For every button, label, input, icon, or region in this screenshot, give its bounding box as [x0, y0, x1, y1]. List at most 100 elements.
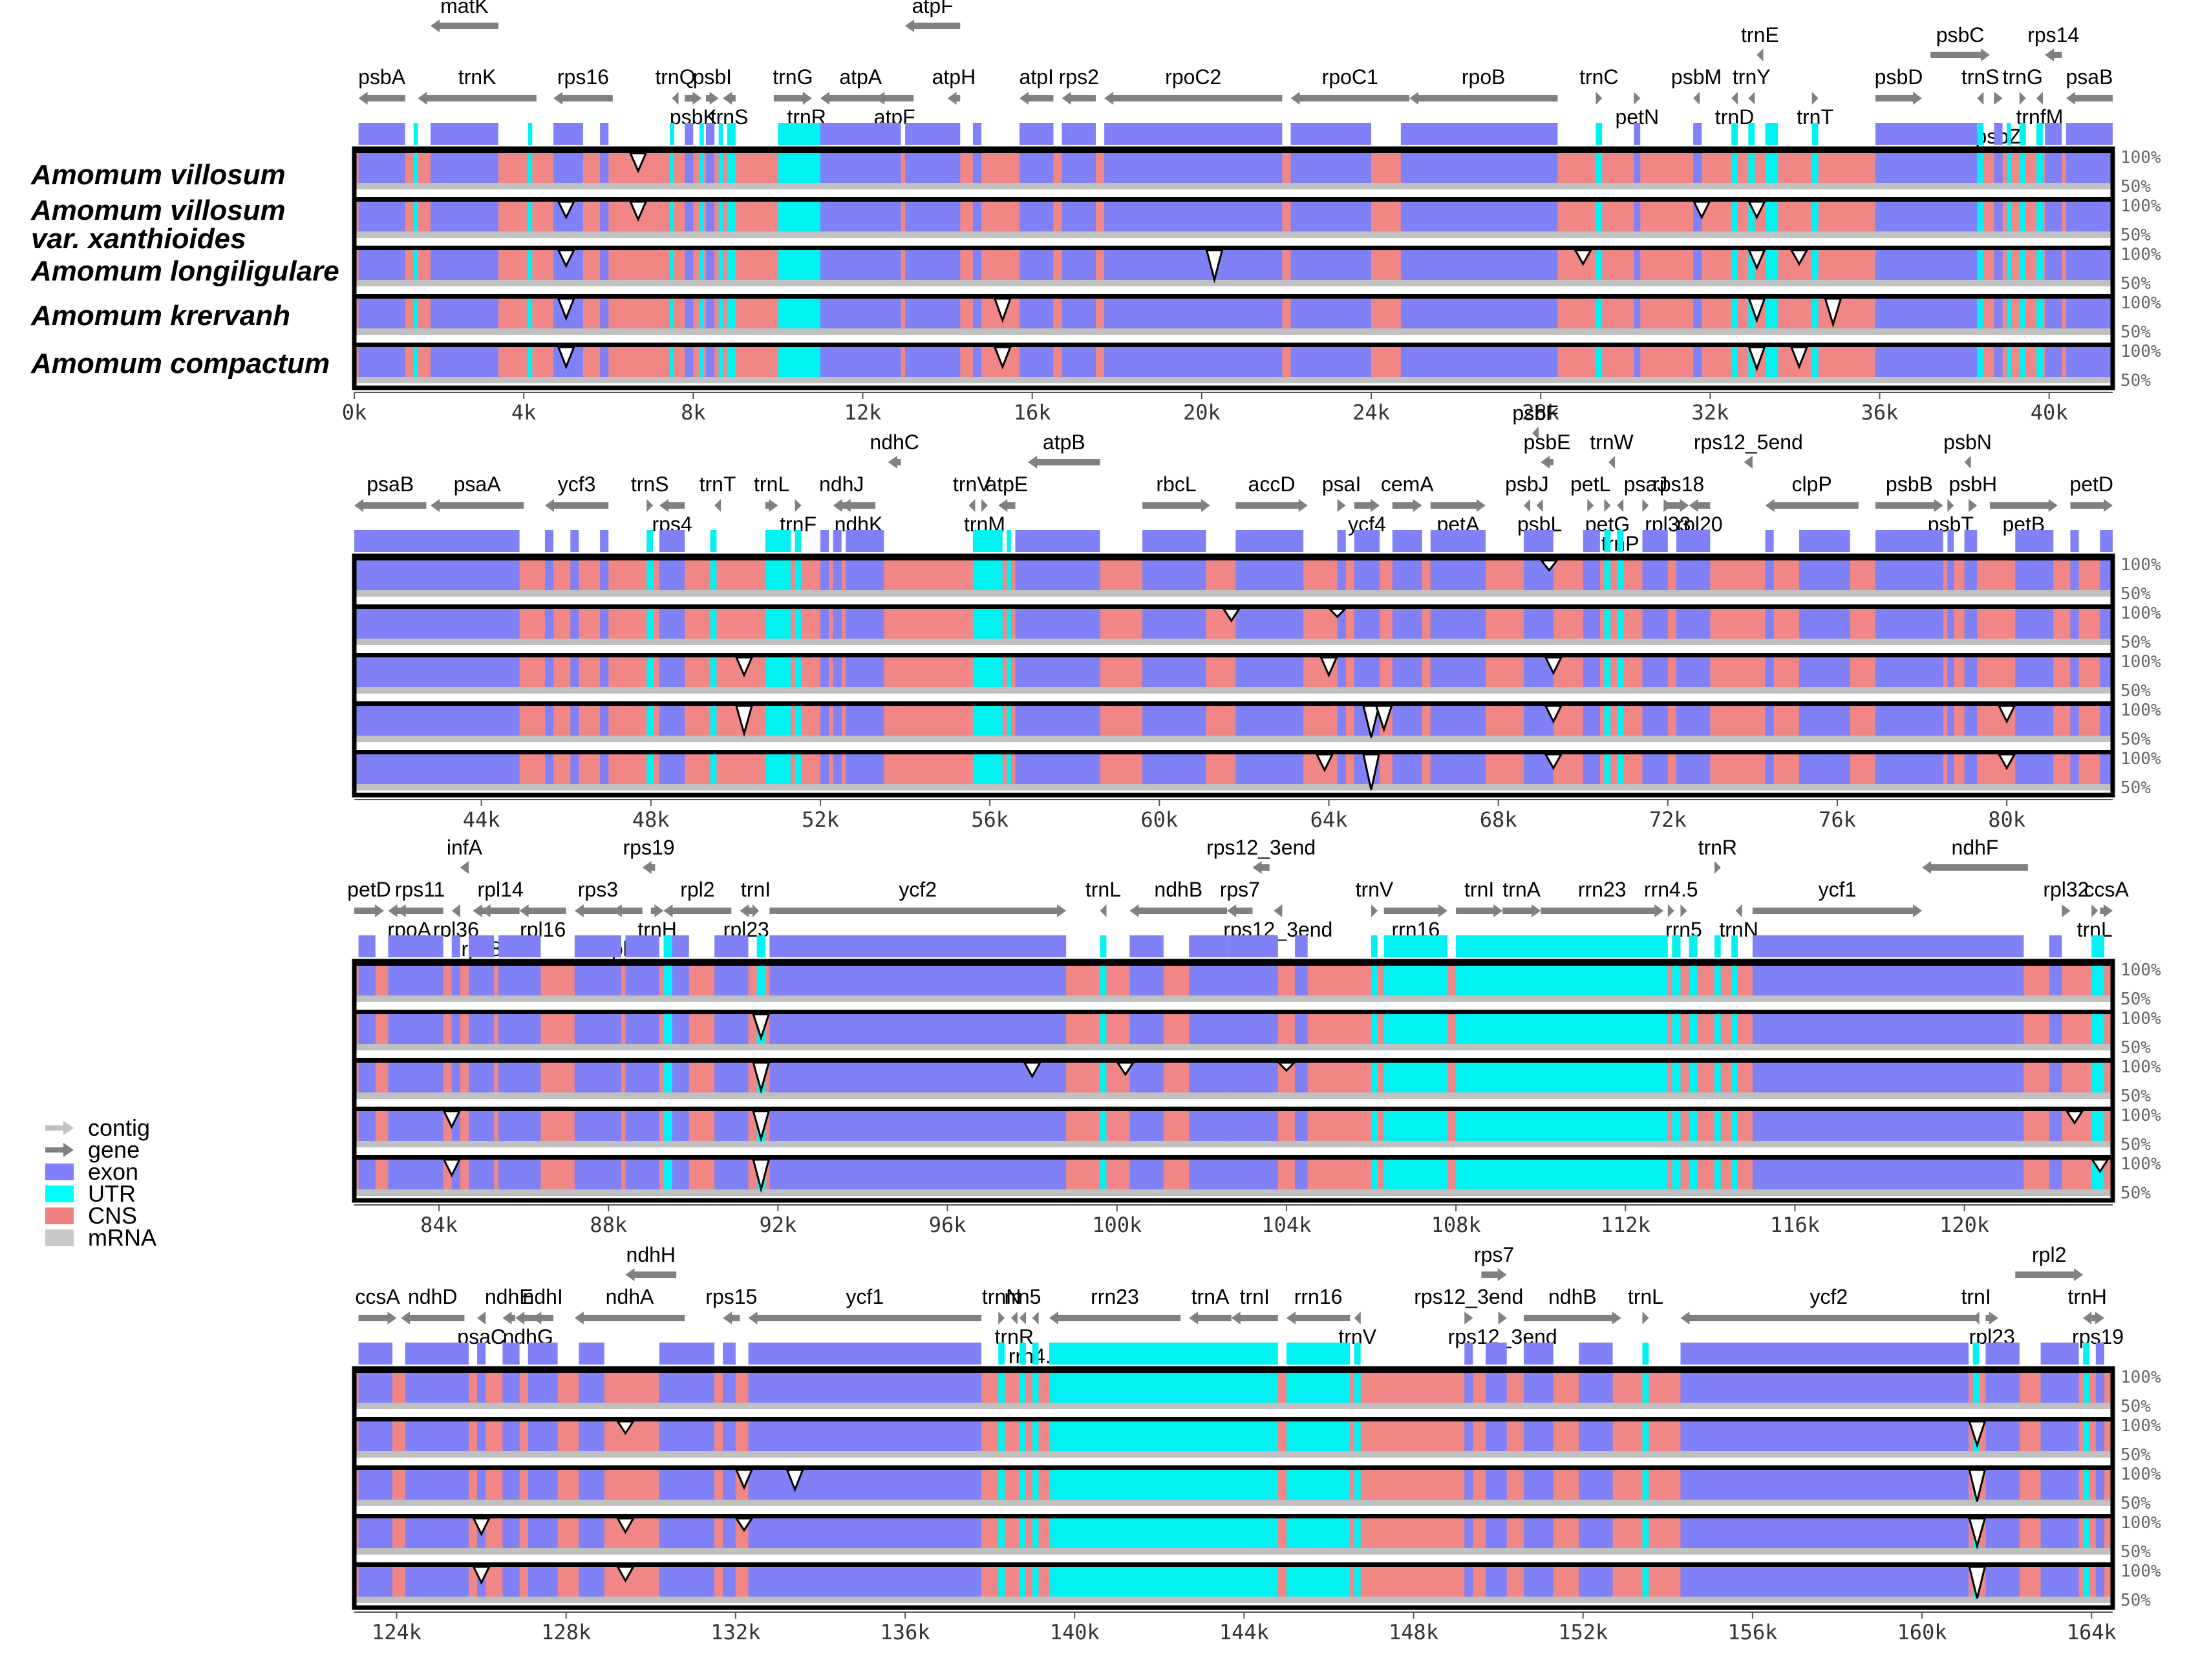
similarity-dip	[735, 705, 753, 738]
track-block-exon	[1020, 246, 1054, 286]
track-block-utr	[1049, 1417, 1278, 1458]
gene-arrow	[1989, 499, 2058, 512]
track-block-exon	[672, 1107, 689, 1147]
similarity-dip	[1544, 753, 1563, 771]
track-block-utr	[1286, 1465, 1351, 1506]
gene-label: ycf2	[899, 878, 937, 901]
track-block-exon	[1485, 1562, 1507, 1603]
track-block-exon	[354, 556, 520, 597]
gene-arrow	[1964, 456, 1971, 469]
track-block-exon	[1337, 750, 1346, 791]
track-block-utr	[1642, 1514, 1649, 1555]
panel-3: petDrpoArps11infArpl36rps8rpl14rpl16rps3…	[347, 836, 2161, 1237]
annotation-block-exon	[2049, 935, 2062, 957]
track-block-exon	[1523, 1368, 1554, 1409]
track-block-exon	[1752, 1058, 2024, 1099]
annotation-block-exon	[430, 123, 498, 145]
track-block-utr	[1714, 1107, 1721, 1147]
track-block-exon	[2040, 1465, 2079, 1506]
track-block-exon	[947, 343, 961, 383]
track-block-exon	[1392, 604, 1422, 645]
gene-label: trnC	[1579, 65, 1618, 89]
gene-label: ycf1	[1819, 878, 1857, 901]
similarity-dip	[2090, 1158, 2110, 1174]
track-block-exon	[502, 1465, 520, 1506]
track-block-utr	[1617, 701, 1623, 742]
annotation-block-exon	[1015, 530, 1100, 552]
gene-label: rps15	[705, 1285, 757, 1308]
annotation-block-exon	[600, 530, 609, 552]
track-block-exon	[1994, 149, 2003, 189]
track-block-exon	[430, 294, 498, 335]
track-block-exon	[1634, 343, 1641, 383]
ylabel-50: 50%	[2120, 1494, 2151, 1513]
ylabel-100: 100%	[2120, 961, 2161, 980]
gene-arrow	[1947, 499, 1954, 512]
track-block-exon	[820, 604, 829, 645]
cns-swatch	[45, 1207, 74, 1224]
gene-arrow	[765, 499, 778, 512]
gene-arrow	[430, 19, 498, 32]
track-block-utr	[1731, 246, 1738, 286]
track-block-exon	[723, 1417, 736, 1458]
x-tick-label: 124k	[372, 1620, 422, 1644]
track-block-exon	[1583, 750, 1600, 791]
x-tick-label: 60k	[1140, 807, 1178, 832]
similarity-dip	[752, 1013, 771, 1041]
track-block-exon	[659, 1465, 715, 1506]
track-block-utr	[1731, 1155, 1738, 1196]
gene-arrow	[663, 904, 732, 917]
track-block-exon	[579, 1465, 604, 1506]
gene-arrow	[2015, 1268, 2084, 1281]
track-block-exon	[579, 1417, 604, 1458]
track-block-exon	[1642, 701, 1668, 742]
gene-arrow	[1731, 92, 1738, 105]
track-block-exon	[1947, 653, 1954, 694]
track-block-exon	[574, 1155, 621, 1196]
track-block-utr	[1689, 961, 1698, 1002]
track-block-exon	[1799, 750, 1850, 791]
track-block-utr	[998, 1417, 1005, 1458]
track-block-utr	[1032, 1368, 1039, 1409]
track-block-exon	[1985, 1514, 2020, 1555]
ylabel-100: 100%	[2120, 148, 2161, 167]
similarity-dip	[472, 1566, 491, 1585]
track-block-exon	[600, 246, 609, 286]
track-block-utr	[2091, 1107, 2104, 1147]
annotation-block-exon	[1579, 1343, 1613, 1365]
gene-label: ndhA	[606, 1285, 654, 1308]
track-block-utr	[2083, 1514, 2089, 1555]
gene-arrow	[1231, 1312, 1278, 1324]
track-block-exon	[502, 1417, 520, 1458]
track-block-exon	[358, 294, 405, 335]
annotation-block-exon	[477, 1343, 486, 1365]
annotation-block-exon	[1062, 123, 1096, 145]
track-block-exon	[820, 750, 829, 791]
gene-arrow	[1642, 499, 1649, 512]
track-block-utr	[1672, 1058, 1681, 1099]
gene-label: rbcL	[1156, 473, 1196, 496]
track-block-exon	[1227, 1010, 1278, 1050]
gene-arrow	[358, 1312, 397, 1324]
track-block-utr	[1714, 961, 1721, 1002]
annotation-block-utr	[663, 935, 672, 957]
track-block-exon	[358, 1107, 376, 1147]
gene-arrow	[418, 92, 537, 105]
track-block-exon	[1142, 556, 1206, 597]
track-block-exon	[1964, 750, 1978, 791]
gene-arrow	[612, 904, 643, 917]
track-block-utr	[1354, 1465, 1361, 1506]
gene-label: accD	[1248, 473, 1296, 496]
track-block-exon	[672, 1058, 689, 1099]
annotation-block-utr	[1604, 530, 1611, 552]
gene-arrow	[1922, 861, 2028, 874]
contig-bar	[354, 1403, 2113, 1409]
track-block-exon	[1354, 604, 1380, 645]
gene-arrow	[1693, 92, 1700, 105]
gene-arrow	[1667, 499, 1689, 512]
track-block-exon	[625, 1010, 659, 1050]
track-block-exon	[846, 556, 884, 597]
contig-bar	[354, 1141, 2113, 1147]
